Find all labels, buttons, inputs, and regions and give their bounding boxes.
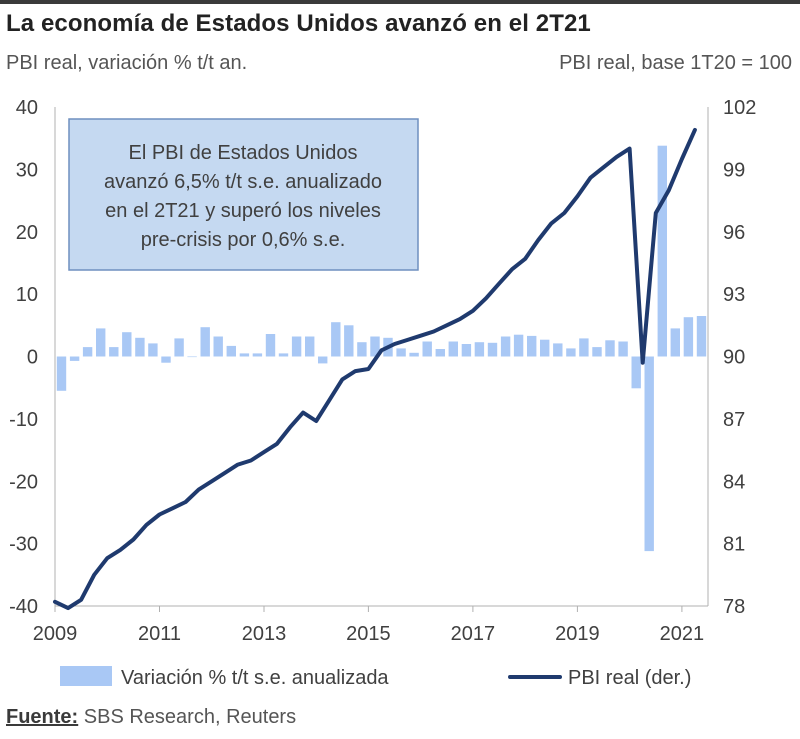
left-tick-label: 30 [16, 159, 38, 181]
bar [305, 336, 315, 357]
bar [161, 356, 171, 363]
right-tick-label: 102 [723, 97, 756, 119]
legend: Variación % t/t s.e. anualizada PBI real … [60, 666, 691, 689]
bar [553, 343, 563, 357]
x-tick-label: 2011 [138, 623, 181, 645]
right-tick-label: 90 [723, 347, 745, 369]
annotation-line: avanzó 6,5% t/t s.e. anualizado [104, 171, 382, 193]
right-tick-label: 99 [723, 159, 745, 181]
bar [252, 353, 263, 357]
bar [318, 356, 328, 364]
bar [96, 328, 106, 357]
bar [513, 334, 524, 357]
left-axis-title: PBI real, variación % t/t an. [6, 52, 248, 74]
bar [370, 336, 380, 357]
x-tick-label: 2015 [346, 623, 391, 645]
left-tick-label: -40 [9, 596, 38, 618]
source-label: Fuente: [6, 706, 79, 728]
right-tick-label: 93 [723, 284, 745, 306]
bar [148, 343, 158, 357]
annotation-line: El PBI de Estados Unidos [128, 142, 357, 164]
bar [670, 328, 680, 357]
bar [631, 356, 641, 389]
chart-title: La economía de Estados Unidos avanzó en … [6, 10, 591, 37]
bar [187, 356, 197, 358]
bar [657, 145, 667, 357]
left-tick-label: 20 [16, 222, 38, 244]
x-tick-label: 2021 [660, 623, 705, 645]
annotation-frame [68, 118, 419, 271]
bar [239, 353, 250, 357]
bar [56, 356, 67, 391]
bar [109, 347, 119, 357]
bar [291, 336, 302, 357]
x-tick-label: 2013 [242, 623, 287, 645]
bar [605, 340, 615, 357]
bar [122, 332, 132, 357]
left-tick-label: -10 [9, 409, 38, 431]
left-tick-label: 10 [16, 284, 38, 306]
bar [474, 342, 485, 357]
bar [331, 322, 341, 357]
left-tick-label: 40 [16, 97, 38, 119]
right-tick-label: 78 [723, 596, 745, 618]
bar [265, 334, 276, 357]
bar [409, 352, 419, 357]
bar-series [56, 145, 707, 552]
left-tick-label: -30 [9, 534, 38, 556]
legend-line-label: PBI real (der.) [568, 667, 691, 689]
bar [200, 327, 210, 357]
annotation-line: en el 2T21 y superó los niveles [105, 200, 381, 222]
annotation-box: El PBI de Estados Unidos avanzó 6,5% t/t … [68, 118, 419, 271]
bar [435, 349, 445, 357]
top-rule [0, 0, 800, 4]
bar [696, 316, 707, 357]
bar [461, 344, 472, 357]
bar [527, 335, 537, 357]
legend-bar-label: Variación % t/t s.e. anualizada [121, 667, 389, 689]
bar [500, 336, 511, 357]
bar [540, 339, 550, 357]
bar [422, 341, 432, 357]
right-tick-label: 81 [723, 534, 745, 556]
right-tick-label: 84 [723, 471, 745, 493]
bar [618, 341, 628, 357]
bar [226, 345, 236, 357]
bar [174, 338, 184, 357]
right-axis-title: PBI real, base 1T20 = 100 [559, 52, 792, 74]
bar [135, 337, 145, 357]
bar [213, 336, 223, 357]
x-tick-label: 2019 [555, 623, 600, 645]
source-note: Fuente: SBS Research, Reuters [6, 706, 296, 729]
bar [683, 317, 694, 357]
bar [396, 348, 406, 357]
x-tick-label: 2017 [451, 623, 496, 645]
left-tick-label: -20 [9, 471, 38, 493]
bar [448, 341, 458, 357]
axes: 40 30 20 10 0 -10 -20 -30 -40 102 99 96 93 90 87 84 81 78… [9, 97, 756, 645]
bar [579, 338, 589, 357]
bar [592, 347, 602, 357]
x-tick-label: 2009 [33, 623, 78, 645]
bar [357, 342, 367, 357]
chart-area: 40 30 20 10 0 -10 -20 -30 -40 102 99 96 93 90 87 84 81 78… [9, 97, 756, 689]
annotation-line: pre-crisis por 0,6% s.e. [141, 229, 346, 251]
legend-bar-swatch [60, 666, 112, 686]
bar [82, 347, 93, 357]
bar [487, 342, 498, 357]
source-text: SBS Research, Reuters [83, 706, 297, 728]
bar [566, 348, 576, 357]
gdp-line [53, 127, 697, 611]
right-tick-label: 87 [723, 409, 745, 431]
left-tick-label: 0 [27, 347, 38, 369]
bar [278, 353, 289, 357]
right-tick-label: 96 [723, 222, 745, 244]
bar [344, 325, 354, 357]
bar [69, 356, 80, 361]
bar [644, 356, 654, 552]
